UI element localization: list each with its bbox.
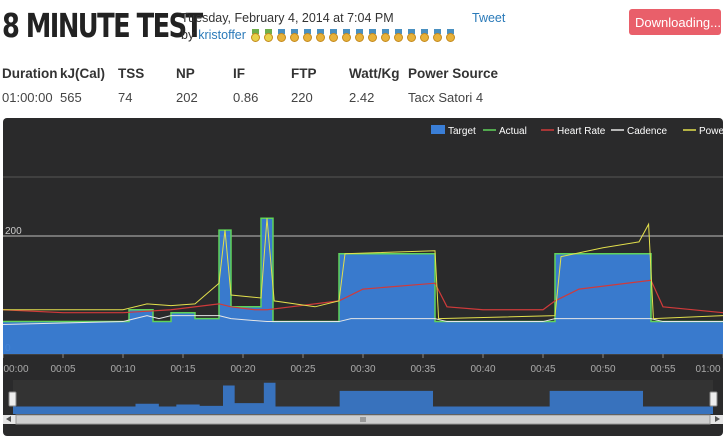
cadence-line	[3, 315, 723, 325]
x-tick-label: 00:25	[290, 364, 315, 375]
x-tick-label: 00:40	[470, 364, 495, 375]
medal-icon	[445, 28, 456, 42]
stat-header: NP	[176, 66, 195, 81]
x-tick-label: 00:05	[50, 364, 75, 375]
stat-value: 01:00:00	[2, 90, 53, 105]
scroll-right-arrow-icon	[715, 416, 720, 422]
medal-icon	[380, 28, 391, 42]
medal-icon	[302, 28, 313, 42]
navigator-handle-right	[709, 391, 718, 407]
medal-icon	[393, 28, 404, 42]
stat-header: TSS	[118, 66, 145, 81]
x-tick-label: 01:00	[695, 364, 720, 375]
x-tick-label: 00:35	[410, 364, 435, 375]
navigator-handle-left	[8, 391, 17, 407]
medal-icon	[367, 28, 378, 42]
medal-icon	[406, 28, 417, 42]
stat-value: 565	[60, 90, 82, 105]
download-button[interactable]: Downloading...	[629, 9, 721, 35]
stat-duration: Duration 01:00:00	[2, 66, 58, 105]
stat-header: Power Source	[408, 66, 499, 81]
x-tick-label: 00:55	[650, 364, 675, 375]
by-prefix: by	[181, 28, 195, 42]
stat-header: kJ(Cal)	[60, 66, 106, 81]
legend-swatch	[431, 125, 445, 134]
legend-label: Power	[699, 126, 723, 137]
medal-icon	[432, 28, 443, 42]
medal-icon	[250, 28, 261, 42]
stat-header: Duration	[2, 66, 58, 81]
stat-if: IF 0.86	[233, 66, 258, 105]
medal-icon	[419, 28, 430, 42]
stat-tss: TSS 74	[118, 66, 145, 105]
chart-legend: Target Actual Heart Rate Cadence Power	[431, 125, 723, 137]
medal-row	[250, 28, 458, 42]
stat-value: 2.42	[349, 90, 375, 105]
power-line	[3, 218, 723, 320]
stat-value: 74	[118, 90, 133, 105]
stat-ftp: FTP 220	[291, 66, 317, 105]
stat-header: Watt/Kg	[349, 66, 400, 81]
byline: by kristoffer	[181, 28, 458, 42]
legend-label: Actual	[499, 126, 527, 137]
legend-label: Cadence	[627, 126, 667, 137]
stat-value: Tacx Satori 4	[408, 90, 484, 105]
medal-icon	[276, 28, 287, 42]
stat-value: 202	[176, 90, 198, 105]
medal-icon	[263, 28, 274, 42]
stat-header: FTP	[291, 66, 317, 81]
stat-power-source: Power Source Tacx Satori 4	[408, 66, 499, 105]
x-tick-label: 00:45	[530, 364, 555, 375]
page-title: 8 MINUTE TEST	[2, 6, 203, 45]
medal-icon	[328, 28, 339, 42]
heart-rate-line	[3, 279, 723, 314]
chart-svg[interactable]: 2000TargetActualHeart RateCadencePower00…	[3, 118, 723, 436]
medal-icon	[354, 28, 365, 42]
medal-icon	[315, 28, 326, 42]
x-tick-label: 00:50	[590, 364, 615, 375]
x-tick-label: 00:20	[230, 364, 255, 375]
stat-watt-kg: Watt/Kg 2.42	[349, 66, 400, 105]
stat-kj: kJ(Cal) 565	[60, 66, 106, 105]
x-tick-label: 00:00	[3, 364, 28, 375]
legend-label: Heart Rate	[557, 126, 606, 137]
tweet-link[interactable]: Tweet	[472, 11, 506, 25]
stat-value: 220	[291, 90, 313, 105]
medal-icon	[289, 28, 300, 42]
target-area	[3, 218, 723, 354]
author-link[interactable]: kristoffer	[198, 28, 246, 42]
x-tick-label: 00:15	[170, 364, 195, 375]
y-tick-label: 200	[5, 226, 22, 237]
stat-np: NP 202	[176, 66, 198, 105]
legend-label: Target	[448, 126, 476, 137]
medal-icon	[341, 28, 352, 42]
x-tick-label: 00:30	[350, 364, 375, 375]
workout-date: Tuesday, February 4, 2014 at 7:04 PM	[181, 11, 394, 25]
stat-value: 0.86	[233, 90, 259, 105]
navigator-area	[13, 382, 713, 414]
scroll-left-arrow-icon	[6, 416, 11, 422]
x-tick-label: 00:10	[110, 364, 135, 375]
workout-chart[interactable]: 2000TargetActualHeart RateCadencePower00…	[3, 118, 723, 436]
stat-header: IF	[233, 66, 245, 81]
